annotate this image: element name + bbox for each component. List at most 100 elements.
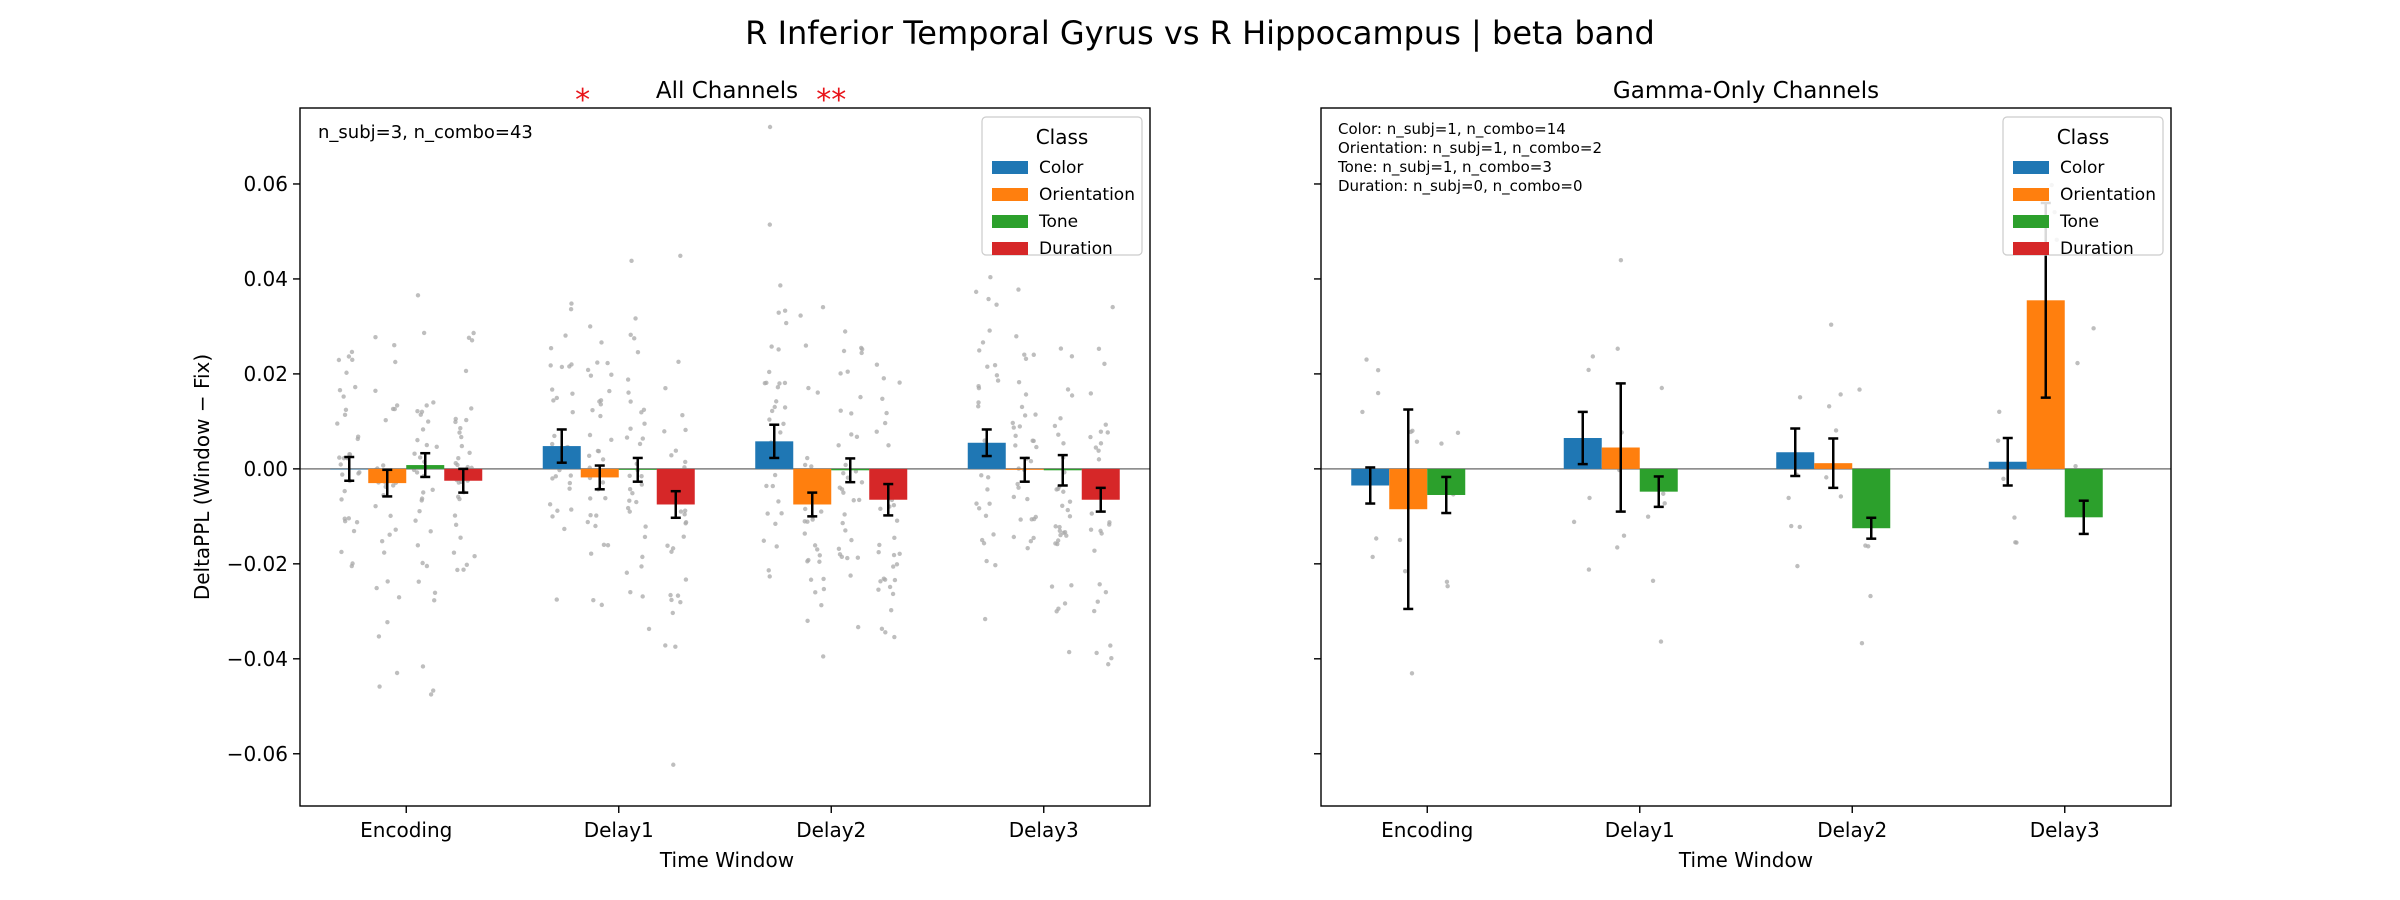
scatter-point [387,532,392,537]
scatter-point [1102,361,1107,367]
scatter-point [854,434,860,440]
scatter-point [1053,524,1058,529]
scatter-point [1065,507,1070,513]
scatter-point [879,626,885,632]
scatter-point [548,345,554,351]
x-tick-label: Delay2 [796,818,866,842]
scatter-point [347,452,352,457]
scatter-point [820,654,826,659]
scatter-point [843,462,848,468]
scatter-point [356,471,361,476]
scatter-point [597,399,602,404]
scatter-point [562,526,567,532]
scatter-point [1011,494,1017,500]
scatter-point [851,498,856,503]
scatter-point [391,483,396,488]
scatter-point [643,524,648,529]
scatter-point [882,420,888,426]
scatter-point [973,289,979,295]
scatter-point [1056,432,1061,437]
scatter-point [609,372,614,377]
scatter-point [1838,494,1844,499]
scatter-point [416,579,421,584]
y-tick-label: 0.02 [243,362,288,386]
sample-size-note-line: Orientation: n_subj=1, n_combo=2 [1338,139,1602,158]
scatter-point [1096,346,1102,352]
scatter-points [1360,182,2096,676]
legend-swatch-tone [2013,215,2049,228]
scatter-point [888,608,894,613]
scatter-point [555,508,560,513]
scatter-point [808,577,814,582]
scatter-point [432,598,437,603]
scatter-point [563,333,568,338]
legend-label-color: Color [2060,158,2104,178]
scatter-point [843,528,848,533]
scatter-point [550,476,555,481]
scatter-point [630,491,635,496]
scatter-point [985,487,990,492]
scatter-point [980,340,986,345]
scatter-point [1360,409,1365,415]
y-tick-label: −0.04 [227,647,288,671]
scatter-point [549,441,555,447]
x-tick-label: Delay1 [584,818,654,842]
scatter-point [634,499,639,505]
scatter-point [767,222,773,227]
y-axis-label: DeltaPPL (Window − Fix) [190,354,214,600]
scatter-point [817,553,822,558]
x-tick-label: Delay3 [1009,818,1079,842]
scatter-point [859,350,864,356]
scatter-point [806,385,811,391]
scatter-point [2091,326,2096,331]
scatter-point [682,512,687,517]
scatter-point [1017,424,1023,429]
scatter-point [1402,568,1408,574]
scatter-point [453,416,458,422]
scatter-point [593,523,598,529]
error-bar [769,423,780,460]
scatter-point [987,328,992,333]
scatter-point [1789,523,1794,529]
scatter-point [991,532,996,537]
scatter-point [570,391,575,396]
scatter-point [1062,529,1068,535]
scatter-point [669,453,674,458]
scatter-point [420,664,426,669]
scatter-point [551,398,556,403]
scatter-point [805,455,810,461]
scatter-point [1015,481,1020,487]
error-bar [1441,475,1452,515]
scatter-point [599,602,604,608]
scatter-point [340,472,345,477]
scatter-point [414,470,420,475]
scatter-point [434,444,439,449]
scatter-point [977,348,982,353]
scatter-point [376,634,382,639]
scatter-point [1031,352,1036,357]
scatter-point [633,316,638,321]
scatter-point [373,334,378,340]
scatter-point [1019,404,1025,410]
scatter-point [1029,517,1034,522]
scatter-point [784,320,789,326]
scatter-point [628,589,633,595]
scatter-point [590,407,595,413]
scatter-point [346,516,352,521]
significance-marker: * [575,83,590,118]
scatter-point [554,597,559,602]
scatter-point [639,564,644,569]
scatter-point [396,595,402,600]
scatter-point [627,498,632,503]
scatter-point [1054,609,1059,614]
scatter-point [767,369,772,375]
scatter-point [1621,533,1627,538]
scatter-point [874,429,879,434]
scatter-point [1097,582,1102,587]
legend: Class Color Orientation Tone Duration [981,116,1143,259]
scatter-point [2073,463,2078,469]
legend-label-color: Color [1039,158,1083,178]
legend-swatch-color [2013,161,2049,174]
scatter-point [568,307,574,312]
panel-gamma-only-channels: Gamma-Only Channels Time Window Color: n… [1314,78,2172,872]
